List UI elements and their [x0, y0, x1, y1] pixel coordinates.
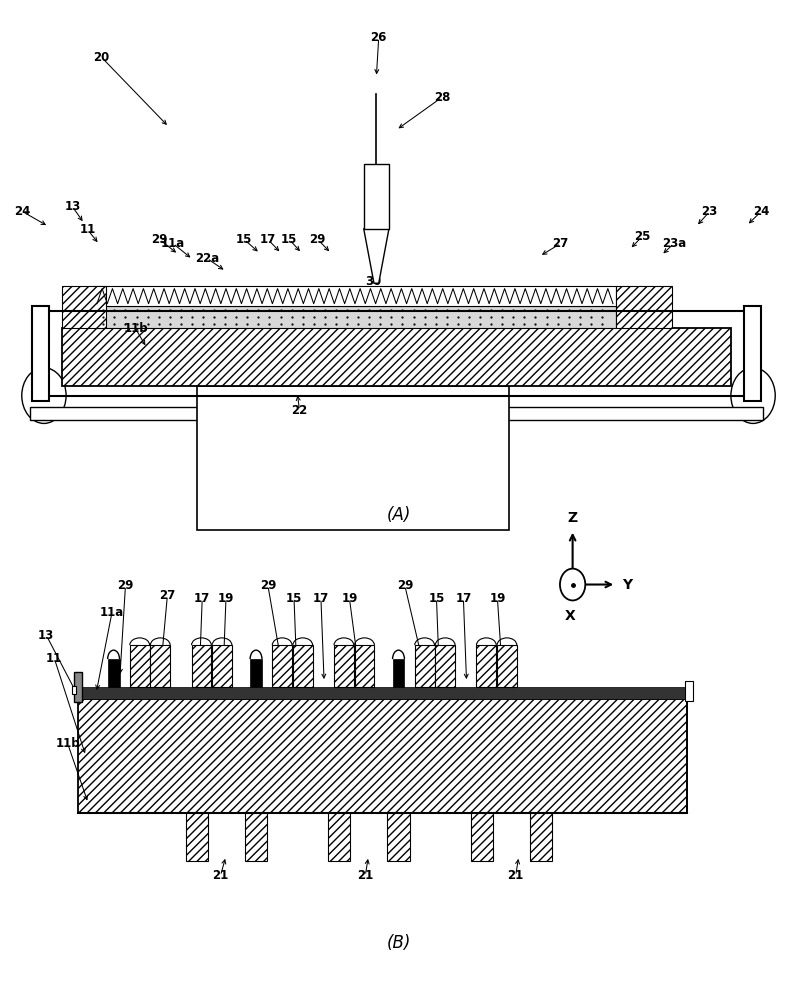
- Text: 21: 21: [212, 869, 229, 882]
- Text: 21: 21: [508, 869, 524, 882]
- Text: 19: 19: [341, 592, 358, 605]
- Bar: [245, 813, 267, 861]
- Text: 23: 23: [701, 205, 717, 218]
- Text: 30: 30: [365, 275, 381, 288]
- Text: 11a: 11a: [161, 237, 185, 250]
- Polygon shape: [363, 229, 389, 283]
- Text: 15: 15: [281, 233, 297, 246]
- Text: 25: 25: [634, 230, 650, 243]
- Text: 15: 15: [286, 592, 302, 605]
- Text: 11a: 11a: [100, 606, 124, 619]
- Text: 11b: 11b: [124, 322, 148, 335]
- Text: 11b: 11b: [55, 737, 80, 750]
- Bar: [497, 645, 516, 687]
- Circle shape: [560, 569, 585, 600]
- Text: 26: 26: [371, 31, 387, 44]
- Bar: [363, 164, 389, 229]
- Text: 17: 17: [312, 592, 329, 605]
- Bar: [328, 813, 350, 861]
- Text: 29: 29: [117, 579, 134, 592]
- Text: 29: 29: [260, 579, 276, 592]
- Bar: [108, 659, 120, 687]
- Bar: [94, 306, 616, 328]
- Bar: [477, 645, 497, 687]
- Bar: [30, 407, 763, 420]
- Bar: [685, 681, 693, 701]
- Bar: [186, 813, 208, 861]
- Bar: [393, 659, 404, 687]
- Text: 15: 15: [236, 233, 253, 246]
- Bar: [62, 286, 106, 328]
- Text: (B): (B): [387, 934, 410, 952]
- Text: 28: 28: [434, 91, 450, 104]
- Text: 19: 19: [218, 592, 234, 605]
- Text: 27: 27: [552, 237, 569, 250]
- Text: 20: 20: [93, 51, 110, 64]
- Bar: [616, 286, 672, 328]
- Bar: [334, 645, 354, 687]
- Text: 11: 11: [80, 223, 96, 236]
- Text: 17: 17: [194, 592, 210, 605]
- Text: 17: 17: [455, 592, 472, 605]
- Text: 24: 24: [14, 205, 31, 218]
- Bar: [744, 306, 761, 401]
- Bar: [197, 386, 509, 530]
- Bar: [32, 306, 49, 401]
- Text: 19: 19: [489, 592, 505, 605]
- Bar: [387, 813, 410, 861]
- Text: 29: 29: [151, 233, 167, 246]
- Bar: [292, 645, 312, 687]
- Bar: [130, 645, 150, 687]
- Text: (A): (A): [387, 506, 410, 524]
- Text: X: X: [565, 609, 575, 623]
- Bar: [212, 645, 232, 687]
- Text: 22: 22: [292, 404, 308, 417]
- Bar: [530, 813, 552, 861]
- Text: 13: 13: [65, 200, 80, 213]
- Bar: [470, 813, 493, 861]
- Bar: [191, 645, 211, 687]
- Text: 29: 29: [397, 579, 413, 592]
- Text: 27: 27: [159, 589, 175, 602]
- Bar: [250, 659, 262, 687]
- Bar: [435, 645, 455, 687]
- Bar: [151, 645, 171, 687]
- Text: 15: 15: [428, 592, 445, 605]
- Bar: [414, 645, 434, 687]
- Circle shape: [22, 368, 66, 423]
- Text: 11: 11: [46, 652, 62, 665]
- Text: 22a: 22a: [194, 252, 219, 265]
- Text: 29: 29: [309, 233, 326, 246]
- Bar: [273, 645, 292, 687]
- Bar: [74, 672, 82, 702]
- Bar: [72, 686, 77, 694]
- Text: 17: 17: [260, 233, 276, 246]
- Text: 13: 13: [38, 629, 54, 642]
- Text: 24: 24: [753, 205, 769, 218]
- Bar: [94, 286, 616, 306]
- Circle shape: [731, 368, 775, 423]
- Text: Y: Y: [622, 578, 632, 592]
- Text: 21: 21: [357, 869, 373, 882]
- Bar: [355, 645, 375, 687]
- Bar: [78, 699, 687, 813]
- Text: 23a: 23a: [662, 237, 686, 250]
- Bar: [62, 328, 731, 386]
- Bar: [78, 687, 687, 699]
- Text: Z: Z: [567, 511, 578, 525]
